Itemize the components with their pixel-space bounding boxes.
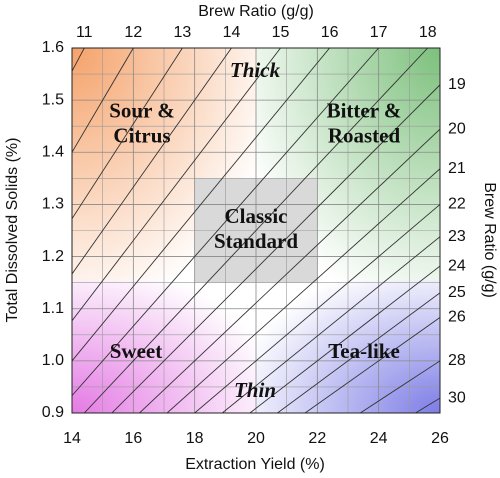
x-tick-label: 24 bbox=[370, 430, 388, 447]
brew-ratio-line bbox=[72, 48, 380, 397]
top-ratio-label: 11 bbox=[76, 24, 93, 41]
y-tick-label: 1.2 bbox=[42, 248, 64, 265]
brew-ratio-line bbox=[277, 292, 440, 413]
top-ratio-label: 17 bbox=[370, 24, 388, 41]
region-label: Sweet bbox=[110, 339, 162, 363]
right-ratio-label: 20 bbox=[448, 120, 466, 137]
plot-area bbox=[72, 48, 440, 413]
brew-ratio-line bbox=[72, 48, 134, 154]
brew-ratio-line bbox=[139, 128, 440, 413]
top-ratio-label: 14 bbox=[223, 24, 241, 41]
region-label: Citrus bbox=[113, 123, 170, 147]
brew-ratio-line bbox=[166, 168, 440, 413]
brew-ratio-line bbox=[72, 48, 281, 322]
x-tick-label: 20 bbox=[247, 430, 265, 447]
region-label: Sour & bbox=[109, 98, 175, 122]
right-ratio-label: 19 bbox=[448, 76, 466, 93]
right-axis-title: Brew Ratio (g/g) bbox=[481, 182, 498, 298]
annotation: Thick bbox=[230, 58, 281, 82]
y-tick-label: 1.1 bbox=[42, 300, 64, 317]
standard-label: Standard bbox=[214, 229, 298, 253]
region-label: Bitter & bbox=[327, 98, 402, 122]
top-ratio-label: 16 bbox=[321, 24, 339, 41]
plot-border bbox=[71, 47, 441, 414]
y-tick-label: 1.6 bbox=[42, 39, 64, 56]
brew-ratio-line bbox=[111, 84, 440, 413]
x-tick-label: 16 bbox=[124, 430, 142, 447]
top-ratio-label: 18 bbox=[419, 24, 437, 41]
brew-ratio-line bbox=[221, 236, 440, 413]
right-ratio-label: 24 bbox=[448, 257, 466, 274]
brew-ratio-line bbox=[72, 48, 330, 362]
right-ratio-label: 26 bbox=[448, 309, 466, 326]
annotation: Thin bbox=[234, 378, 276, 402]
x-tick-label: 18 bbox=[186, 430, 204, 447]
brew-ratio-line bbox=[249, 265, 440, 413]
brew-ratio-line bbox=[304, 316, 440, 413]
top-axis-title: Brew Ratio (g/g) bbox=[198, 3, 314, 20]
y-tick-label: 1.4 bbox=[42, 144, 64, 161]
region-label: Roasted bbox=[328, 123, 401, 147]
right-ratio-label: 23 bbox=[448, 228, 466, 245]
y-tick-label: 1.0 bbox=[42, 352, 64, 369]
brew-ratio-line bbox=[72, 48, 232, 275]
x-tick-label: 14 bbox=[63, 430, 81, 447]
top-ratio-label: 13 bbox=[174, 24, 192, 41]
y-tick-label: 1.3 bbox=[42, 196, 64, 213]
right-ratio-label: 25 bbox=[448, 284, 466, 301]
brew-ratio-line bbox=[83, 48, 429, 413]
right-ratio-label: 30 bbox=[448, 389, 466, 406]
right-ratio-label: 21 bbox=[448, 160, 466, 177]
right-ratio-label: 28 bbox=[448, 352, 466, 369]
x-tick-label: 22 bbox=[308, 430, 326, 447]
x-axis-title: Extraction Yield (%) bbox=[185, 456, 325, 473]
right-ratio-label: 22 bbox=[448, 196, 466, 213]
y-axis-title: Total Dissolved Solids (%) bbox=[4, 138, 21, 323]
brew-ratio-line bbox=[194, 203, 440, 413]
top-ratio-label: 15 bbox=[272, 24, 290, 41]
brew-ratio-line bbox=[72, 48, 183, 220]
y-tick-label: 1.5 bbox=[42, 91, 64, 108]
x-tick-label: 26 bbox=[431, 430, 449, 447]
top-ratio-label: 12 bbox=[124, 24, 142, 41]
y-tick-label: 0.9 bbox=[42, 404, 64, 421]
standard-label: Classic bbox=[225, 204, 288, 228]
region-label: Tea-like bbox=[328, 339, 400, 363]
